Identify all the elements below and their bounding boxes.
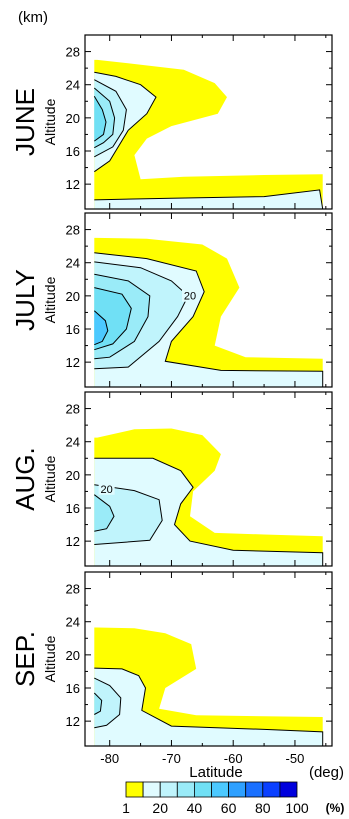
colorbar-swatch — [279, 781, 298, 798]
contour-fill-30 — [94, 693, 102, 715]
contour-fill-40 — [94, 96, 106, 142]
panel-june: 12 16 20 24 28 JUNE Altitude — [10, 34, 333, 210]
y-tick-label: 20 — [66, 111, 80, 126]
panel-july: 20 12 16 20 24 28 JULY Altitude — [10, 212, 333, 388]
altitude-unit-label: (km) — [18, 9, 48, 26]
y-tick-label: 16 — [66, 144, 80, 159]
y-tick-label: 24 — [66, 435, 80, 450]
contour-line-50 — [93, 310, 109, 346]
colorbar-swatch — [193, 781, 212, 798]
colorbar-label: 100 — [285, 800, 309, 816]
y-tick-label: 28 — [66, 582, 80, 597]
x-tick-label: -50 — [286, 751, 305, 766]
altitude-label: Altitude — [42, 276, 58, 323]
colorbar-swatch — [245, 781, 264, 798]
contour-line-20 — [94, 79, 127, 158]
contour-fill-10 — [94, 458, 323, 566]
contour-fill-20 — [94, 484, 163, 545]
y-tick-label: 16 — [66, 501, 80, 516]
colorbar: 1 20 40 60 80 100 (%) — [122, 781, 345, 816]
contour-line-30 — [93, 692, 103, 715]
y-tick-label: 24 — [66, 615, 80, 630]
colorbar-swatch — [125, 781, 144, 798]
contour-fills — [93, 237, 324, 387]
y-tick-label: 20 — [66, 289, 80, 304]
y-tick-label: 12 — [66, 177, 80, 192]
panel-aug: 20 12 16 20 24 28 AUG. Altitude — [10, 391, 333, 567]
contour-line-20 — [94, 261, 189, 370]
y-tick-label: 28 — [66, 45, 80, 60]
contour-line-10 — [94, 252, 324, 387]
contour-line-10 — [94, 71, 157, 173]
contour-line-10 — [94, 667, 324, 746]
y-tick-label: 24 — [66, 78, 80, 93]
panel-sep: 12 16 20 24 28 SEP. Altitude — [10, 571, 333, 747]
x-tick-label: -80 — [100, 751, 119, 766]
altitude-label: Altitude — [42, 98, 58, 145]
contour-fill-10 — [94, 189, 323, 209]
month-label: JUNE — [10, 88, 40, 156]
x-tick-label: -60 — [224, 751, 243, 766]
panel-frame — [84, 571, 333, 747]
colorbar-swatch — [159, 781, 178, 798]
contour-fill-30 — [94, 494, 114, 532]
colorbar-swatch — [176, 781, 195, 798]
y-tick-label: 12 — [66, 355, 80, 370]
colorbar-label: 80 — [255, 800, 271, 816]
panel-frame — [84, 391, 333, 567]
colorbar-label: 1 — [122, 800, 130, 816]
altitude-label: Altitude — [42, 635, 58, 682]
contour-fill-10 — [94, 668, 323, 746]
inline-label-bg — [98, 482, 115, 495]
colorbar-unit: (%) — [326, 801, 345, 815]
latitude-axis-title: Latitude — [189, 764, 242, 781]
x-tick-label: -70 — [162, 751, 181, 766]
contour-line-10 — [94, 457, 324, 566]
colorbar-swatch — [262, 781, 281, 798]
altitude-label: Altitude — [42, 455, 58, 502]
panel-frame — [84, 212, 333, 388]
inline-contour-label: 20 — [184, 291, 196, 303]
y-tick-label: 28 — [66, 402, 80, 417]
y-tick-label: 24 — [66, 256, 80, 271]
contour-line-20 — [94, 484, 163, 545]
contour-line-40 — [93, 96, 107, 142]
y-tick-label: 16 — [66, 322, 80, 337]
month-label: JULY — [10, 269, 40, 331]
contour-line-30 — [93, 87, 116, 149]
y-tick-label: 12 — [66, 534, 80, 549]
contour-fills — [93, 627, 324, 746]
y-tick-label: 20 — [66, 648, 80, 663]
contour-line-40 — [94, 287, 132, 351]
contour-fills — [93, 428, 324, 566]
colorbar-label: 20 — [152, 800, 168, 816]
contour-line-20 — [94, 677, 122, 729]
inline-contour-label: 20 — [100, 484, 112, 496]
y-tick-label: 20 — [66, 468, 80, 483]
colorbar-swatch — [211, 781, 230, 798]
colorbar-label: 60 — [221, 800, 237, 816]
colorbar-swatch — [228, 781, 247, 798]
colorbar-swatch — [142, 781, 161, 798]
y-tick-label: 12 — [66, 714, 80, 729]
contour-line-10 — [94, 189, 324, 209]
panel-frame — [84, 34, 333, 210]
month-label: AUG. — [10, 447, 40, 511]
y-tick-label: 16 — [66, 681, 80, 696]
latitude-unit-label: (deg) — [309, 764, 344, 781]
colorbar-label: 40 — [187, 800, 203, 816]
contour-fills — [93, 59, 324, 209]
y-tick-label: 28 — [66, 223, 80, 238]
contour-line-30 — [93, 494, 115, 532]
month-label: SEP. — [10, 631, 40, 687]
inline-label-bg — [181, 289, 198, 302]
contour-line-30 — [94, 273, 151, 360]
